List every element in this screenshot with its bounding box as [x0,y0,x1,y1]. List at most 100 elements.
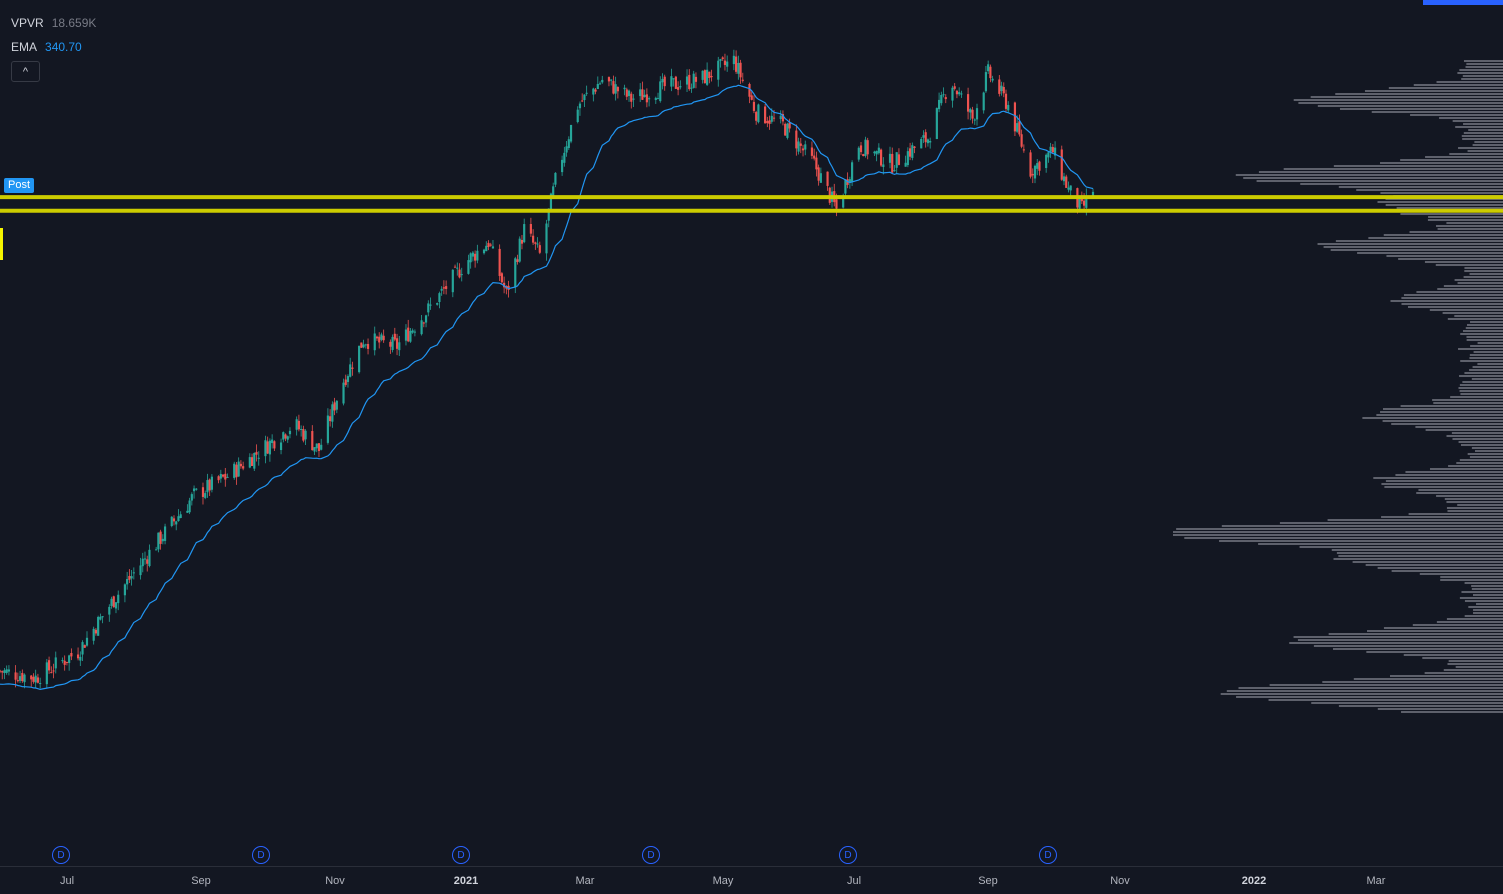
candle-up [719,59,722,61]
candle-down [266,441,269,454]
volume-profile-bar [1408,513,1503,515]
volume-profile-bar [1386,255,1503,257]
candle-up [188,500,191,513]
legend-vpvr[interactable]: VPVR 18.659K [11,16,96,30]
volume-profile-bar [1401,303,1503,305]
volume-profile-bar [1385,204,1503,206]
candle-up [661,78,664,83]
legend-ema[interactable]: EMA 340.70 [11,40,82,54]
candle-up [623,87,626,90]
volume-profile-bar [1463,60,1503,62]
volume-profile-bar [1433,402,1503,404]
candle-down [128,575,131,580]
candle-up [438,293,441,303]
volume-profile-bar [1327,519,1503,521]
volume-profile-bar [1440,576,1503,578]
candle-up [264,440,267,457]
candle-down [703,70,706,84]
candle-down [862,154,865,157]
candle-up [163,526,167,541]
candle-up [126,579,129,585]
dividend-marker[interactable]: D [642,846,660,864]
candle-up [991,78,994,81]
dividend-marker[interactable]: D [839,846,857,864]
time-axis[interactable]: Jul Sep Nov 2021 Mar May Jul Sep Nov 2022 Mar [0,866,1503,894]
volume-profile-bar [1221,525,1503,527]
candle-up [409,330,412,342]
candle-up [518,238,521,262]
volume-profile-bar [1328,633,1503,635]
volume-profile-bar [1364,90,1503,92]
candle-up [904,162,907,167]
volume-profile-bar [1457,504,1503,506]
candle-down [375,336,379,339]
volume-profile-bar [1293,99,1503,101]
candle-up [922,135,925,138]
volume-profile-bar [1238,687,1503,689]
volume-profile-bar [1472,366,1503,368]
candle-up [226,476,229,478]
candle-up [552,186,555,197]
candle-up [576,109,579,122]
candle-up [391,336,394,350]
volume-profile-bar [1461,78,1503,80]
candle-up [179,514,182,519]
candle-up [491,246,495,249]
candle-down [989,66,992,79]
candle-up [313,447,316,452]
candle-up [101,616,104,618]
candle-down [801,148,805,151]
dividend-marker[interactable]: D [1039,846,1057,864]
volume-profile-bar [1455,126,1503,128]
candle-down [65,661,69,663]
volume-profile-bar [1446,618,1503,620]
candle-up [155,549,158,551]
price-chart[interactable] [0,0,1503,866]
collapse-legend-button[interactable]: ^ [11,61,40,82]
volume-profile-bar [1459,384,1503,386]
candle-down [1013,102,1017,132]
candle-up [706,69,709,85]
candle-down [14,672,17,680]
time-tick-may: May [712,875,734,887]
volume-profile-bar [1464,615,1503,617]
candle-up [373,333,376,351]
candle-down [239,463,242,467]
dividend-marker[interactable]: D [252,846,270,864]
dividend-marker[interactable]: D [52,846,70,864]
candle-down [30,675,33,680]
candle-down [944,97,947,100]
candle-down [859,145,863,153]
candle-down [395,338,399,349]
dividend-marker[interactable]: D [452,846,470,864]
volume-profile-bar [1443,285,1503,287]
candle-down [710,76,713,78]
candle-up [364,344,367,346]
volume-profile-bar [1317,105,1503,107]
candle-down [694,76,698,82]
candle-up [398,342,401,351]
volume-profile-bar [1459,597,1503,599]
volume-profile-bar [1236,696,1503,698]
volume-profile-bar [1467,324,1503,326]
candle-down [76,654,80,659]
candle-up [456,267,459,269]
volume-profile-bar [1473,351,1503,353]
volume-profile-bar [1380,162,1503,164]
volume-profile-bar [1464,600,1503,602]
volume-profile-bar [1366,630,1503,632]
candle-down [422,322,425,324]
volume-profile-bar [1391,423,1503,425]
candle-up [1078,197,1081,209]
candle-up [175,521,178,525]
candle-up [45,662,48,685]
candle-down [458,269,461,278]
volume-profile-bar [1338,186,1503,188]
time-tick-sep: Sep [978,875,998,887]
chart-area[interactable]: VPVR 18.659K EMA 340.70 ^ Post D D D D D D [0,0,1503,866]
volume-profile-bar [1473,612,1503,614]
candle-down [146,559,149,564]
volume-profile-bar [1220,693,1503,695]
volume-profile-bar [1298,102,1503,104]
volume-profile-bar [1429,468,1503,470]
